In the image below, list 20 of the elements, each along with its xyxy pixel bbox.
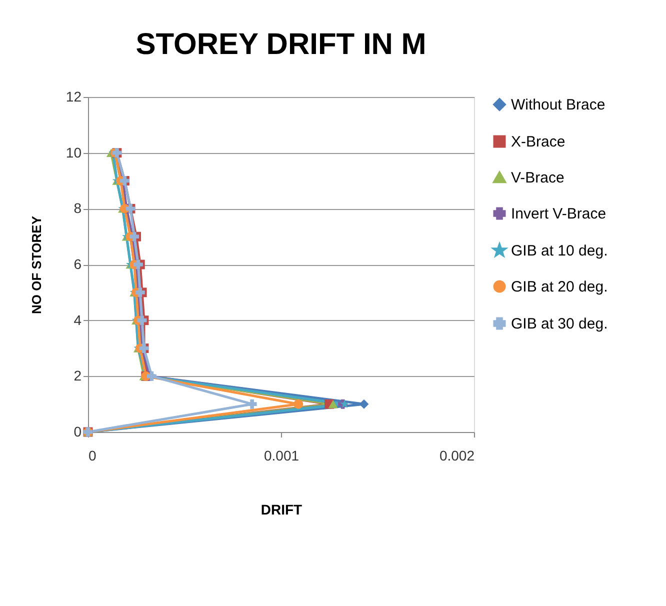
- legend-label: GIB at 10 deg.: [511, 242, 608, 260]
- y-tick-label: 2: [74, 368, 82, 384]
- legend-label: V-Brace: [511, 170, 564, 186]
- legend-label: Without Brace: [511, 96, 606, 114]
- y-tick-label: 0: [74, 424, 82, 440]
- y-tick-label: 10: [66, 144, 82, 160]
- x-tick-label: 0.001: [264, 448, 300, 464]
- legend-label: GIB at 20 deg.: [511, 278, 608, 296]
- chart-title: STOREY DRIFT IN M: [136, 28, 426, 61]
- legend-label: GIB at 30 deg.: [511, 316, 608, 332]
- y-tick-label: 8: [74, 200, 82, 216]
- y-tick-label: 6: [74, 256, 82, 272]
- legend-label: Invert V-Brace: [511, 206, 606, 222]
- y-tick-label: 12: [66, 88, 82, 104]
- y-axis-title: NO OF STOREY: [28, 216, 44, 314]
- y-tick-label: 4: [74, 312, 82, 328]
- x-tick-label: 0.002: [439, 448, 475, 464]
- x-tick-label: 0: [88, 448, 96, 464]
- x-axis-title: DRIFT: [260, 502, 303, 518]
- legend-label: X-Brace: [511, 134, 566, 150]
